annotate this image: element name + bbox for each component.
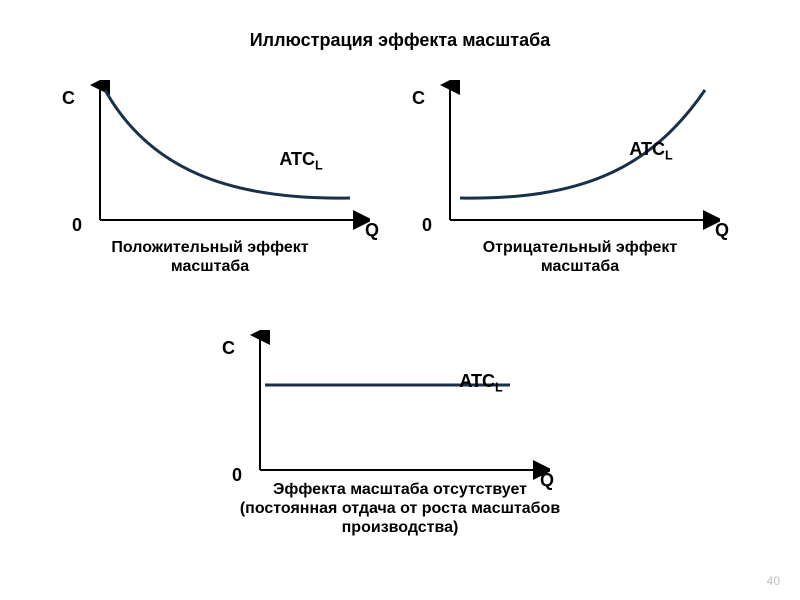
chart-positive-scale: C 0 Q ATCL Положительный эффект масштаба [90,80,370,230]
y-axis-label: C [412,88,425,109]
page-title: Иллюстрация эффекта масштаба [0,30,800,51]
chart-svg [440,80,720,230]
y-axis-label: C [62,88,75,109]
chart-caption: Положительный эффект масштаба [50,238,370,276]
curve-label: ATCL [260,128,323,194]
chart-svg [90,80,370,230]
slide-number: 40 [767,574,780,588]
chart-constant-scale: C 0 Q ATCL Эффекта масштаба отсутствует … [250,330,550,480]
curve-label: ATCL [610,118,673,184]
y-axis-label: C [222,338,235,359]
chart-negative-scale: C 0 Q ATCL Отрицательный эффект масштаба [440,80,720,230]
origin-label: 0 [72,215,82,236]
chart-caption: Эффекта масштаба отсутствует (постоянная… [155,480,645,538]
origin-label: 0 [422,215,432,236]
curve-label: ATCL [440,350,503,416]
chart-svg [250,330,550,480]
chart-caption: Отрицательный эффект масштаба [420,238,740,276]
